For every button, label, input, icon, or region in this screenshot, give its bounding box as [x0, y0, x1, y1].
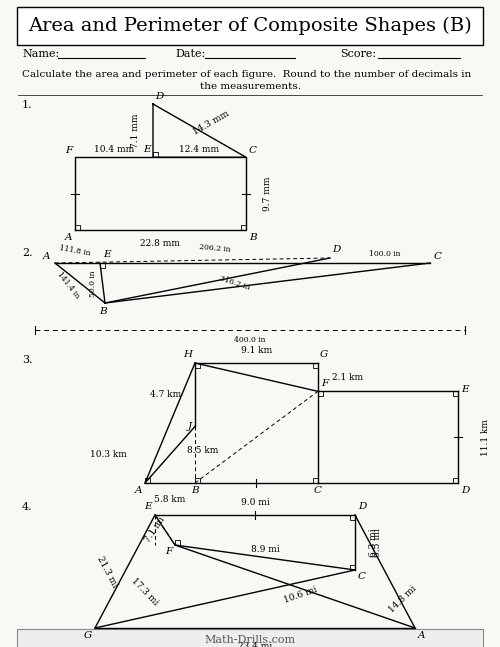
Text: 9.1 km: 9.1 km — [241, 346, 272, 355]
Text: C: C — [434, 252, 442, 261]
Text: E: E — [461, 385, 468, 394]
Text: Calculate the area and perimeter of each figure.  Round to the number of decimal: Calculate the area and perimeter of each… — [22, 70, 471, 79]
Text: D: D — [155, 92, 164, 101]
Text: 11.1 km: 11.1 km — [482, 419, 490, 455]
Text: C: C — [358, 572, 366, 581]
Text: E: E — [144, 145, 151, 154]
Text: F: F — [321, 379, 328, 388]
Text: F: F — [65, 146, 72, 155]
Text: 5.8 km: 5.8 km — [154, 495, 186, 504]
Text: B: B — [99, 307, 107, 316]
Text: C: C — [314, 486, 322, 495]
Text: 3.: 3. — [22, 355, 32, 365]
Text: 14.8 mi: 14.8 mi — [388, 584, 418, 614]
Text: G: G — [320, 350, 328, 359]
Text: 12.4 mm: 12.4 mm — [180, 145, 220, 154]
Text: B: B — [249, 233, 256, 242]
Text: Name:: Name: — [22, 49, 60, 59]
Text: A: A — [418, 631, 426, 640]
Text: 10.4 mm: 10.4 mm — [94, 145, 134, 154]
Text: 4.: 4. — [22, 502, 32, 512]
Text: G: G — [84, 631, 92, 640]
Text: 23.4 mi: 23.4 mi — [238, 642, 272, 647]
Text: 10.6 mi: 10.6 mi — [282, 585, 318, 604]
Text: 206.2 in: 206.2 in — [199, 243, 231, 254]
Text: Date:: Date: — [175, 49, 206, 59]
Text: D: D — [358, 502, 366, 511]
Text: 8.9 mi: 8.9 mi — [250, 545, 280, 554]
Text: 4.7 km: 4.7 km — [150, 390, 181, 399]
Text: 21.3 mi: 21.3 mi — [95, 554, 119, 589]
Text: 22.8 mm: 22.8 mm — [140, 239, 180, 248]
Text: 10.3 km: 10.3 km — [90, 450, 127, 459]
Text: B: B — [191, 486, 199, 495]
Text: A: A — [42, 252, 50, 261]
Text: A: A — [134, 486, 142, 495]
Text: J: J — [188, 422, 192, 431]
Text: F: F — [165, 547, 172, 556]
Text: Area and Perimeter of Composite Shapes (B): Area and Perimeter of Composite Shapes (… — [28, 17, 472, 35]
Text: 9.0 mi: 9.0 mi — [240, 498, 270, 507]
Text: the measurements.: the measurements. — [200, 82, 300, 91]
Text: C: C — [249, 146, 257, 155]
Text: 7.1 mi: 7.1 mi — [144, 516, 167, 545]
Text: Math-Drills.com: Math-Drills.com — [204, 635, 296, 645]
Text: A: A — [64, 233, 72, 242]
Text: 400.0 in: 400.0 in — [234, 336, 266, 344]
Text: D: D — [332, 245, 340, 254]
FancyBboxPatch shape — [17, 7, 483, 45]
Text: 111.8 in: 111.8 in — [59, 244, 91, 257]
Text: 316.2 in: 316.2 in — [218, 274, 252, 292]
Text: 50.0 in: 50.0 in — [89, 270, 97, 298]
Text: 2.1 km: 2.1 km — [332, 373, 363, 382]
Text: Score:: Score: — [340, 49, 376, 59]
FancyBboxPatch shape — [17, 629, 483, 647]
Text: 7.1 mm: 7.1 mm — [130, 113, 140, 148]
Text: 9.7 mm: 9.7 mm — [264, 177, 272, 211]
Text: 141.4 in: 141.4 in — [55, 270, 81, 300]
Text: E: E — [103, 250, 110, 259]
Text: 2.: 2. — [22, 248, 32, 258]
Text: 17.3 mi: 17.3 mi — [130, 576, 160, 607]
Text: 6.5 mi: 6.5 mi — [372, 528, 382, 557]
Text: D: D — [461, 486, 469, 495]
Text: H: H — [183, 350, 192, 359]
Text: 8.5 km: 8.5 km — [188, 446, 218, 455]
Text: 6.3 mi: 6.3 mi — [368, 528, 378, 557]
Text: 14.3 mm: 14.3 mm — [192, 109, 231, 137]
Text: 100.0 in: 100.0 in — [369, 250, 401, 258]
Text: 1.: 1. — [22, 100, 32, 110]
Text: E: E — [144, 502, 152, 511]
